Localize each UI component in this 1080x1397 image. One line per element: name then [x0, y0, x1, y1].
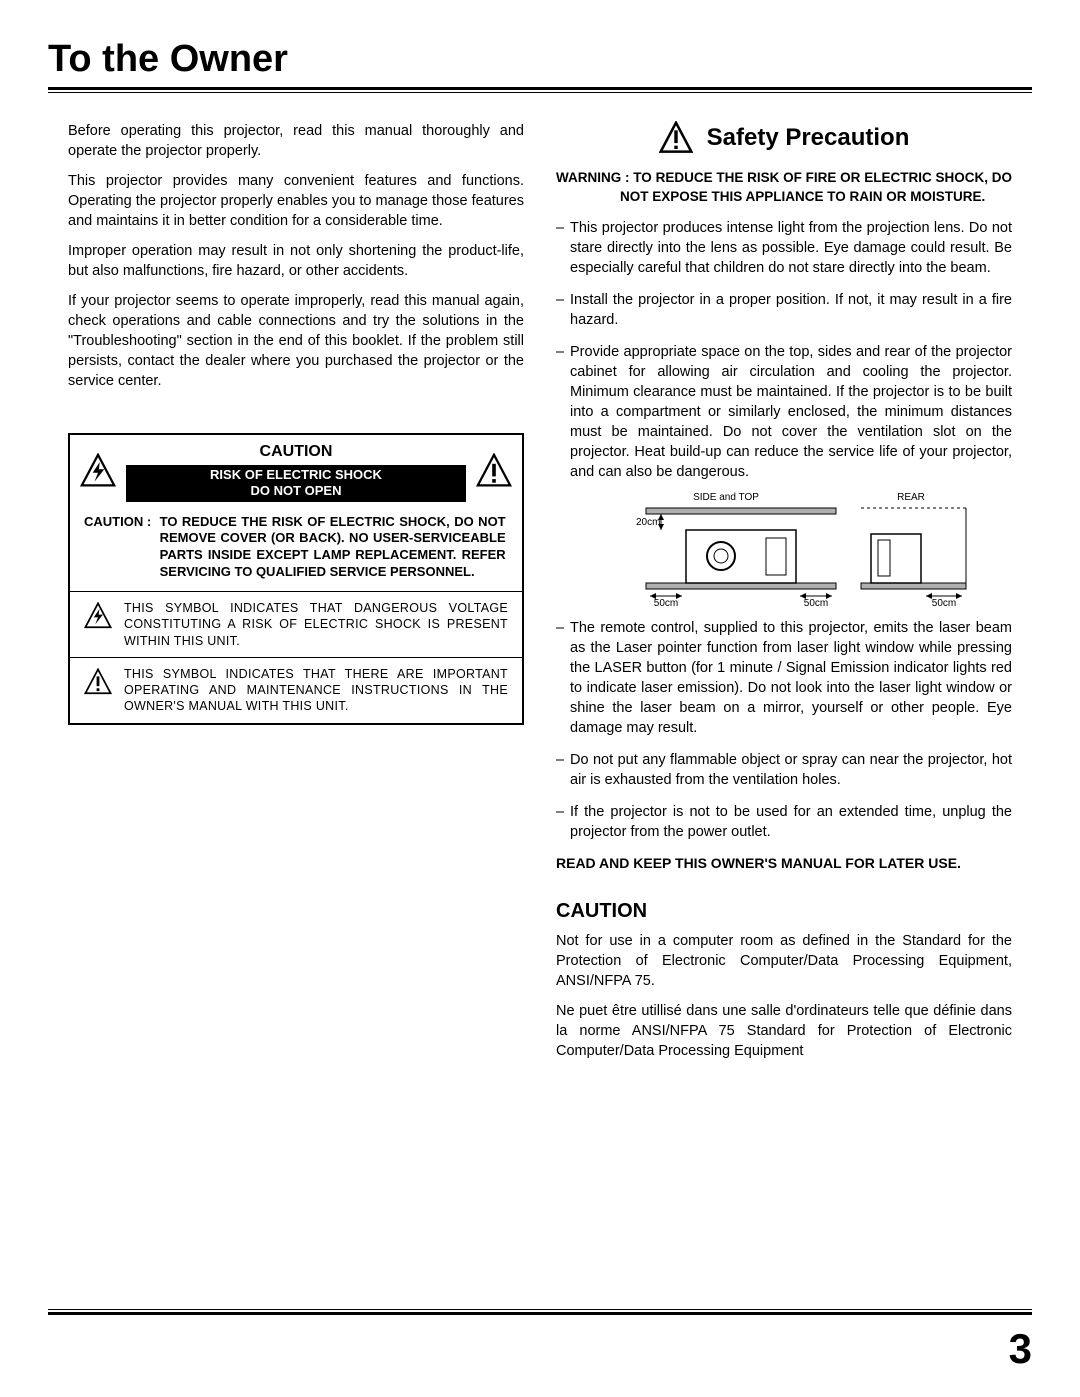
diagram-20cm: 20cm — [636, 517, 660, 528]
rule-thick — [48, 87, 1032, 90]
caution-box: CAUTION RISK OF ELECTRIC SHOCK DO NOT OP… — [68, 433, 524, 725]
exclamation-icon — [476, 453, 512, 489]
diagram-50cm-l: 50cm — [654, 598, 678, 608]
safety-item: Provide appropriate space on the top, si… — [556, 342, 1012, 482]
safety-item: If the projector is not to be used for a… — [556, 802, 1012, 842]
safety-item: Install the projector in a proper positi… — [556, 290, 1012, 330]
caution2-p2: Ne puet être utillisé dans une salle d'o… — [556, 1001, 1012, 1061]
warning-label: WARNING : — [556, 170, 630, 185]
safety-item: This projector produces intense light fr… — [556, 218, 1012, 278]
caution-sym2-text: THIS SYMBOL INDICATES THAT THERE ARE IMP… — [124, 666, 508, 715]
safety-item: Do not put any flammable object or spray… — [556, 750, 1012, 790]
safety-list-1: This projector produces intense light fr… — [556, 218, 1012, 482]
safety-warning: WARNING : TO REDUCE THE RISK OF FIRE OR … — [556, 169, 1012, 206]
intro-p4: If your projector seems to operate impro… — [68, 291, 524, 391]
safety-list-2: The remote control, supplied to this pro… — [556, 618, 1012, 842]
caution-blackbar: RISK OF ELECTRIC SHOCK DO NOT OPEN — [126, 465, 466, 502]
caution-body-label: CAUTION : — [84, 514, 156, 531]
bar-line1: RISK OF ELECTRIC SHOCK — [210, 467, 382, 482]
left-column: Before operating this projector, read th… — [68, 121, 524, 1071]
safety-item: The remote control, supplied to this pro… — [556, 618, 1012, 738]
columns: Before operating this projector, read th… — [48, 121, 1032, 1071]
caution-body-text: TO REDUCE THE RISK OF ELECTRIC SHOCK, DO… — [160, 514, 506, 582]
footer-rule — [48, 1309, 1032, 1315]
page-title: To the Owner — [48, 38, 1032, 81]
warning-text: TO REDUCE THE RISK OF FIRE OR ELECTRIC S… — [620, 170, 1012, 204]
caution-body: CAUTION : TO REDUCE THE RISK OF ELECTRIC… — [70, 506, 522, 592]
caution-sym1-text: THIS SYMBOL INDICATES THAT DANGEROUS VOL… — [124, 600, 508, 649]
caution-title: CAUTION — [116, 441, 476, 463]
bar-line2: DO NOT OPEN — [250, 483, 341, 498]
page: To the Owner Before operating this proje… — [0, 0, 1080, 1397]
caution2-title: CAUTION — [556, 898, 1012, 926]
safety-header: Safety Precaution — [556, 121, 1012, 155]
intro-p3: Improper operation may result in not onl… — [68, 241, 524, 281]
caution-symbol-row-1: THIS SYMBOL INDICATES THAT DANGEROUS VOL… — [70, 591, 522, 657]
diagram-50cm-r: 50cm — [804, 598, 828, 608]
exclamation-icon — [84, 666, 114, 696]
intro-p2: This projector provides many convenient … — [68, 171, 524, 231]
safety-title: Safety Precaution — [707, 121, 910, 154]
read-keep-note: READ AND KEEP THIS OWNER'S MANUAL FOR LA… — [556, 854, 1012, 873]
caution-symbol-row-2: THIS SYMBOL INDICATES THAT THERE ARE IMP… — [70, 657, 522, 723]
high-voltage-icon — [80, 453, 116, 489]
diagram-label-sidetop: SIDE and TOP — [693, 492, 759, 503]
exclamation-icon — [659, 121, 693, 155]
high-voltage-icon — [84, 600, 114, 630]
page-number: 3 — [1009, 1325, 1032, 1373]
caution2-p1: Not for use in a computer room as define… — [556, 931, 1012, 991]
rule-thin — [48, 92, 1032, 93]
caution-header: CAUTION RISK OF ELECTRIC SHOCK DO NOT OP… — [70, 435, 522, 506]
clearance-diagram: SIDE and TOP REAR 20cm — [616, 488, 1012, 608]
diagram-50cm-rear: 50cm — [932, 598, 956, 608]
intro-p1: Before operating this projector, read th… — [68, 121, 524, 161]
right-column: Safety Precaution WARNING : TO REDUCE TH… — [556, 121, 1012, 1071]
diagram-label-rear: REAR — [897, 492, 925, 503]
